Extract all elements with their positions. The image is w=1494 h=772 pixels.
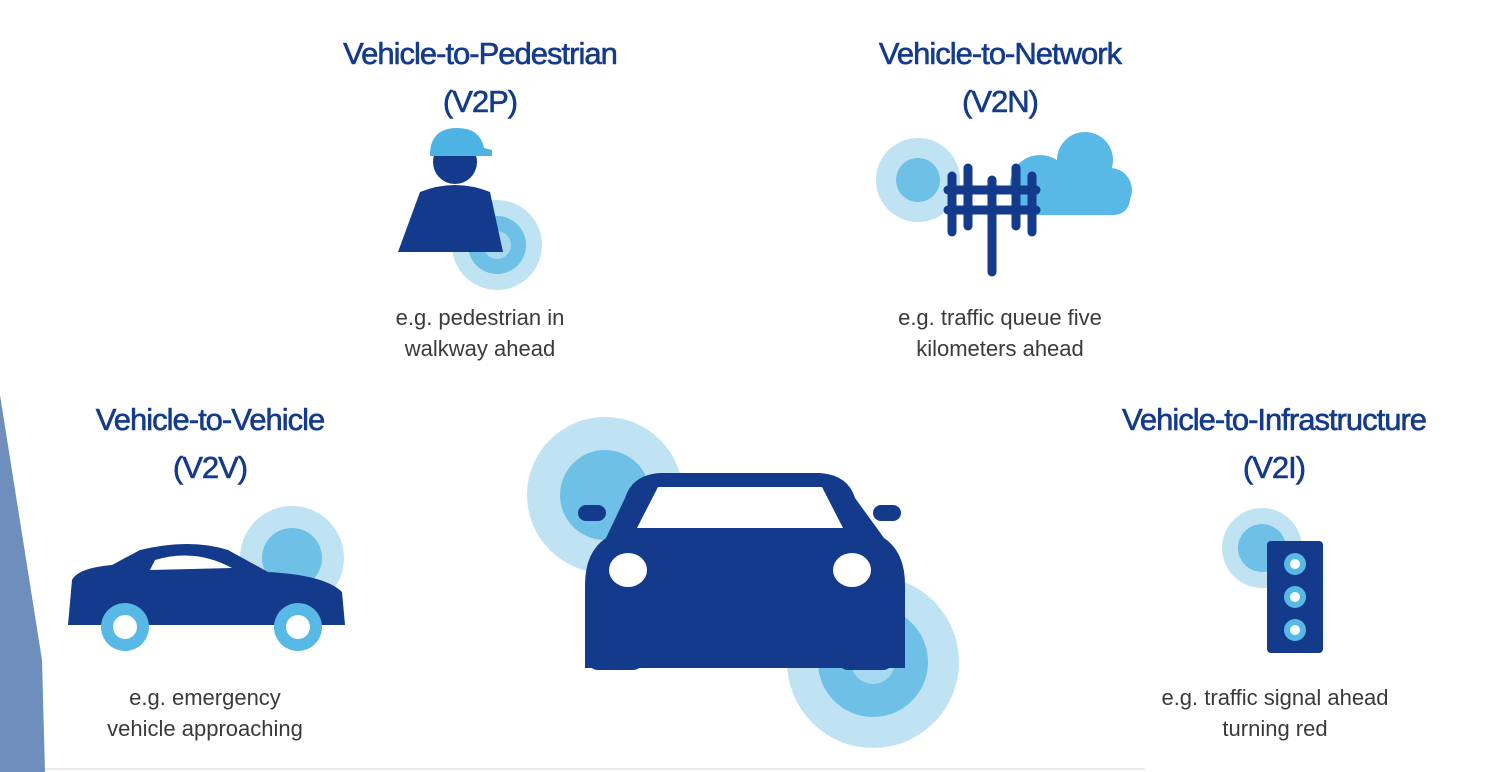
v2p-title-line2: (V2P) [442,84,519,120]
v2v-caption-line1: e.g. emergency [129,685,281,710]
v2v-title-line1: Vehicle-to-Vehicle [95,402,325,438]
cell-tower-cloud-icon [876,132,1132,277]
car-front-icon [527,417,959,748]
v2p-caption-line1: e.g. pedestrian in [395,305,565,330]
car-side-icon [68,506,345,651]
v2i-title: Vehicle-to-Infrastructure (V2I) [1054,396,1494,492]
traffic-light-icon [1222,508,1323,653]
v2v-caption-line2: vehicle approaching [107,716,303,741]
left-side-band [0,395,45,772]
bottom-divider [45,768,1145,770]
v2n-caption-line2: kilometers ahead [916,336,1084,361]
v2n-title-line1: Vehicle-to-Network [878,36,1123,72]
v2p-caption: e.g. pedestrian in walkway ahead [330,302,630,364]
v2v-title-line2: (V2V) [172,450,249,486]
v2v-caption: e.g. emergency vehicle approaching [55,682,355,744]
v2p-title: Vehicle-to-Pedestrian (V2P) [260,30,700,126]
v2i-caption: e.g. traffic signal ahead turning red [1110,682,1440,744]
v2v-title: Vehicle-to-Vehicle (V2V) [20,396,400,492]
v2n-title: Vehicle-to-Network (V2N) [800,30,1200,126]
v2p-title-line1: Vehicle-to-Pedestrian [343,36,618,72]
v2n-title-line2: (V2N) [962,84,1040,120]
v2i-caption-line1: e.g. traffic signal ahead [1161,685,1389,710]
v2n-caption-line1: e.g. traffic queue five [898,305,1102,330]
v2n-caption: e.g. traffic queue five kilometers ahead [840,302,1160,364]
v2i-title-line1: Vehicle-to-Infrastructure [1121,402,1428,438]
v2i-title-line2: (V2I) [1242,450,1307,486]
v2p-caption-line2: walkway ahead [404,336,556,361]
v2i-caption-line2: turning red [1222,716,1328,741]
pedestrian-icon [398,128,542,290]
